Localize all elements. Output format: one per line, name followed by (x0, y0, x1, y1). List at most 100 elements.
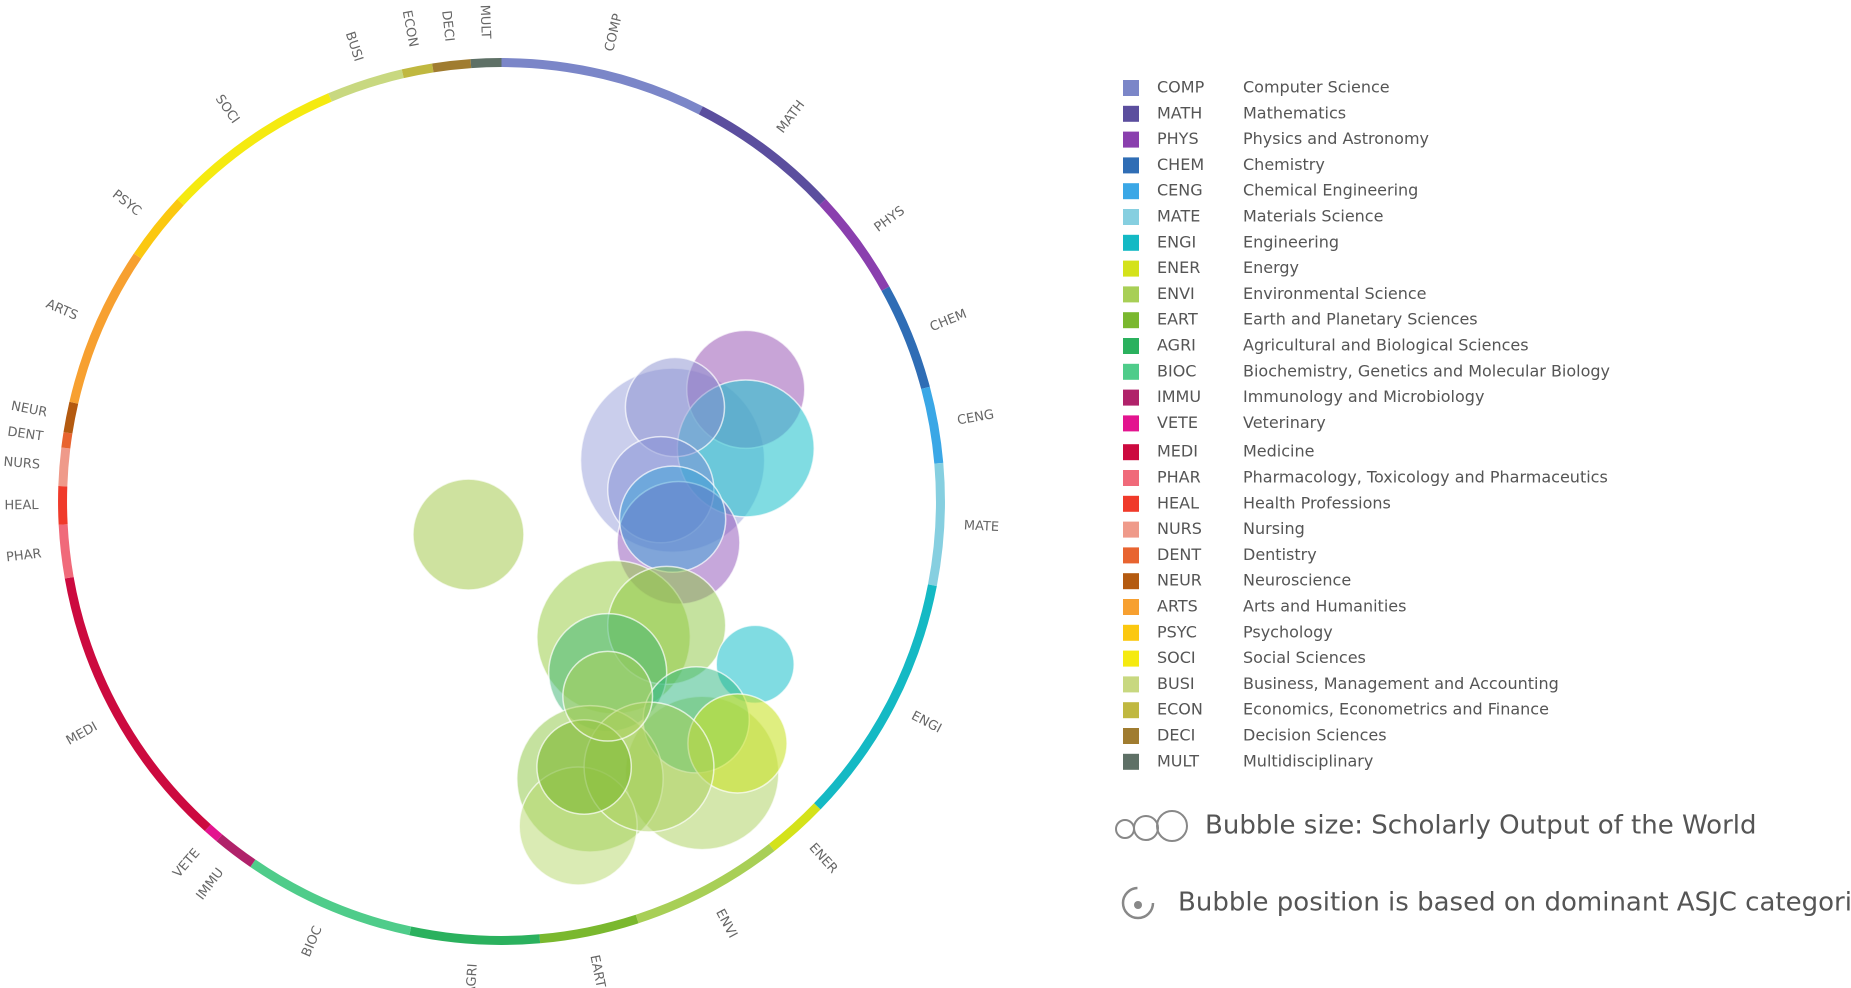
ring-segment (635, 843, 775, 924)
legend-swatch (1123, 728, 1139, 744)
legend-swatch (1123, 234, 1139, 251)
ring-segment (61, 432, 73, 449)
legend-swatch (1123, 105, 1139, 122)
ring-segment (819, 199, 890, 291)
legend-code: MULT (1157, 751, 1199, 770)
legend-code: ENER (1157, 258, 1200, 277)
legend-swatch (1123, 573, 1139, 590)
position-icon (1134, 901, 1142, 909)
ring-segment (927, 462, 945, 587)
legend-name: Chemical Engineering (1243, 181, 1418, 200)
legend-name: Earth and Planetary Sciences (1243, 310, 1478, 329)
legend-code: NURS (1157, 519, 1202, 538)
ring-segment (216, 834, 256, 867)
ring-segment (432, 59, 472, 73)
legend-name: Dentistry (1243, 545, 1317, 564)
legend-name: Health Professions (1243, 493, 1391, 512)
legend-name: Physics and Astronomy (1243, 129, 1429, 148)
legend-swatch (1123, 183, 1139, 200)
legend-name: Immunology and Microbiology (1243, 387, 1484, 406)
legend-code: MATH (1157, 103, 1202, 122)
ring-label: BUSI (342, 30, 366, 64)
legend-name: Pharmacology, Toxicology and Pharmaceuti… (1243, 468, 1608, 487)
legend-code: PSYC (1157, 622, 1197, 641)
ring-label: MULT (477, 4, 493, 39)
ring-segment (69, 253, 142, 404)
ring-label: NURS (3, 455, 41, 473)
legend-swatch (1123, 599, 1139, 615)
ring-segment (768, 803, 821, 851)
ring-label: ENER (806, 841, 841, 877)
legend-name: Business, Management and Accounting (1243, 674, 1559, 693)
legend-code: COMP (1157, 78, 1205, 97)
ring-segment (401, 63, 434, 79)
legend-swatch (1123, 209, 1139, 225)
legend-code: IMMU (1157, 387, 1201, 406)
ring-label: AGRI (464, 963, 481, 988)
ring-segment (881, 286, 930, 390)
legend-code: CENG (1157, 181, 1203, 200)
legend-name: Neuroscience (1243, 571, 1351, 590)
legend-name: Agricultural and Biological Sciences (1243, 336, 1529, 355)
legend-code: DENT (1157, 545, 1201, 564)
ring-label: ECON (399, 9, 421, 48)
ring-label: CENG (956, 407, 995, 428)
ring-segment (177, 93, 332, 206)
legend-swatch (1123, 676, 1139, 693)
ring-label: HEAL (4, 498, 39, 513)
size-icon (1115, 819, 1135, 839)
legend-swatch (1123, 131, 1139, 148)
ring-segment (921, 386, 944, 464)
legend-swatch (1123, 444, 1139, 461)
legend-code: NEUR (1157, 571, 1202, 590)
legend-code: HEAL (1157, 493, 1199, 512)
legend-name: Chemistry (1243, 155, 1325, 174)
ring-segment (250, 859, 412, 936)
ring-label: ENVI (712, 907, 740, 941)
ring-segment (470, 58, 502, 69)
legend-swatch (1123, 624, 1139, 641)
legend-code: VETE (1157, 413, 1198, 432)
legend-swatch (1123, 753, 1139, 770)
legend-code: ARTS (1157, 597, 1198, 616)
ring-segment (328, 69, 404, 102)
ring-segment (133, 199, 184, 259)
ring-segment (58, 486, 68, 525)
ring-segment (63, 401, 79, 434)
bubble (562, 650, 654, 742)
size-note-text: Bubble size: Scholarly Output of the Wor… (1205, 811, 1757, 841)
legend-swatch (1123, 286, 1139, 303)
legend-code: DECI (1157, 726, 1195, 745)
size-icon (1156, 810, 1188, 842)
legend-swatch (1123, 389, 1139, 406)
ring-label: VETE (170, 846, 203, 881)
legend-code: ENGI (1157, 232, 1196, 251)
legend-swatch (1123, 415, 1139, 432)
ring-label: PHAR (5, 546, 42, 565)
legend-swatch (1123, 650, 1139, 667)
ring-label: DECI (438, 10, 456, 43)
legend-name: Decision Sciences (1243, 726, 1387, 745)
ring-segment (698, 106, 826, 206)
ring-segment (539, 914, 639, 944)
ring-label: BIOC (299, 924, 325, 959)
ring-label: EART (586, 954, 607, 988)
legend-swatch (1123, 312, 1139, 329)
ring-label: COMP (602, 12, 626, 53)
legend-swatch (1123, 547, 1139, 564)
legend-code: BUSI (1157, 674, 1195, 693)
legend-code: MEDI (1157, 442, 1198, 461)
legend-code: EART (1157, 310, 1198, 329)
legend-name: Arts and Humanities (1243, 597, 1406, 616)
size-icon (1133, 815, 1159, 841)
legend-code: PHYS (1157, 129, 1199, 148)
legend-code: ENVI (1157, 284, 1195, 303)
legend-code: CHEM (1157, 155, 1204, 174)
legend-name: Veterinary (1243, 413, 1326, 432)
legend-code: ECON (1157, 700, 1203, 719)
legend-name: Materials Science (1243, 207, 1383, 226)
ring-label: MEDI (64, 719, 100, 748)
legend-swatch (1123, 338, 1139, 354)
legend-swatch (1123, 80, 1139, 96)
legend-code: MATE (1157, 207, 1200, 226)
